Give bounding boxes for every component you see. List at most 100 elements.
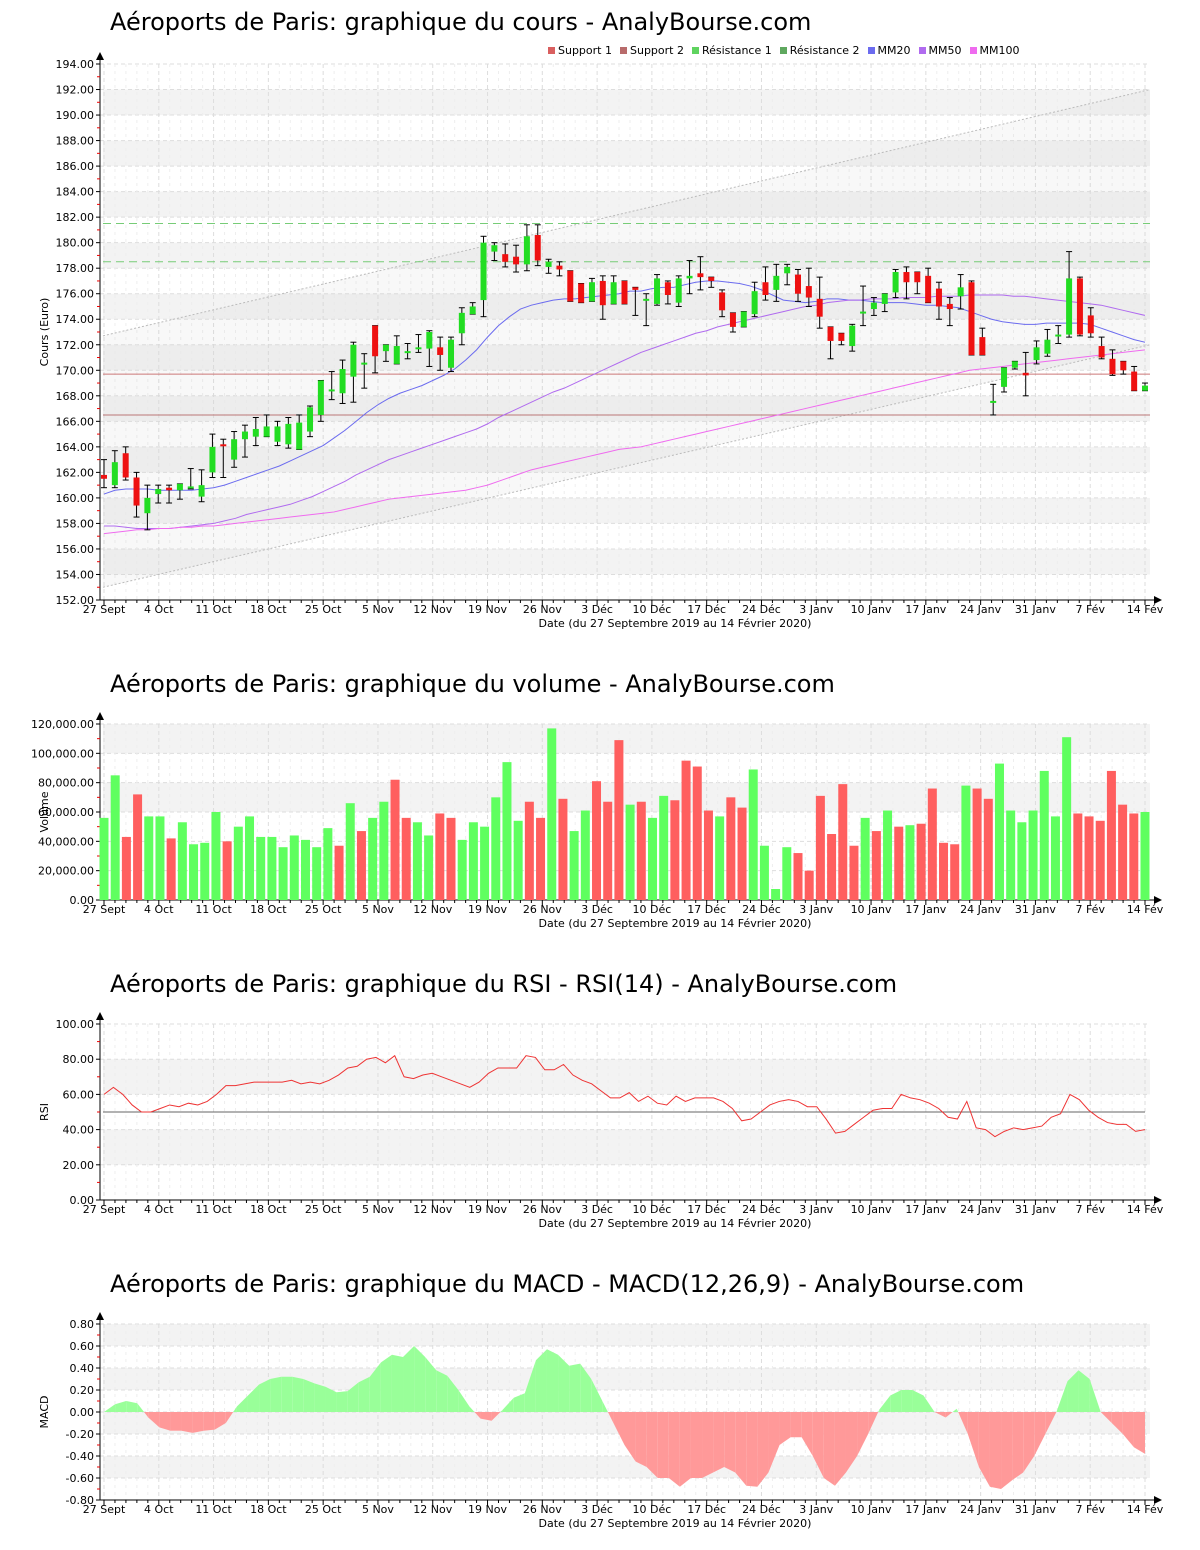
svg-text:194.00: 194.00: [56, 58, 95, 71]
svg-text:27 Sept: 27 Sept: [83, 1503, 126, 1516]
svg-text:5 Nov: 5 Nov: [362, 603, 394, 616]
svg-text:7 Fév: 7 Fév: [1075, 603, 1105, 616]
svg-text:18 Oct: 18 Oct: [250, 1203, 287, 1216]
svg-text:40.00: 40.00: [63, 1124, 95, 1137]
svg-text:24 Déc: 24 Déc: [742, 1503, 781, 1516]
svg-text:27 Sept: 27 Sept: [83, 1203, 126, 1216]
svg-text:25 Oct: 25 Oct: [305, 603, 342, 616]
svg-text:26 Nov: 26 Nov: [523, 903, 562, 916]
svg-text:Volume: Volume: [38, 791, 51, 832]
svg-text:31 Janv: 31 Janv: [1015, 1203, 1056, 1216]
svg-text:10 Janv: 10 Janv: [851, 603, 892, 616]
legend-label: MM50: [928, 44, 962, 57]
svg-text:164.00: 164.00: [56, 441, 95, 454]
svg-text:25 Oct: 25 Oct: [305, 903, 342, 916]
svg-text:170.00: 170.00: [56, 364, 95, 377]
svg-text:0.40: 0.40: [70, 1362, 95, 1375]
svg-text:24 Déc: 24 Déc: [742, 903, 781, 916]
svg-text:24 Janv: 24 Janv: [960, 1203, 1001, 1216]
svg-text:186.00: 186.00: [56, 160, 95, 173]
svg-text:25 Oct: 25 Oct: [305, 1203, 342, 1216]
svg-text:18 Oct: 18 Oct: [250, 903, 287, 916]
svg-text:RSI: RSI: [38, 1103, 51, 1121]
svg-text:5 Nov: 5 Nov: [362, 1503, 394, 1516]
svg-text:184.00: 184.00: [56, 186, 95, 199]
svg-text:0.00: 0.00: [70, 894, 95, 907]
svg-text:4 Oct: 4 Oct: [144, 603, 174, 616]
svg-text:3 Déc: 3 Déc: [581, 603, 613, 616]
svg-text:176.00: 176.00: [56, 288, 95, 301]
svg-text:20,000.00: 20,000.00: [38, 865, 94, 878]
legend-item: Résistance 1: [691, 44, 772, 57]
svg-text:10 Janv: 10 Janv: [851, 903, 892, 916]
svg-text:31 Janv: 31 Janv: [1015, 1503, 1056, 1516]
legend-label: Support 2: [629, 44, 684, 57]
svg-text:24 Janv: 24 Janv: [960, 1503, 1001, 1516]
svg-text:5 Nov: 5 Nov: [362, 1203, 394, 1216]
svg-text:80.00: 80.00: [63, 1053, 95, 1066]
svg-text:190.00: 190.00: [56, 109, 95, 122]
svg-text:3 Janv: 3 Janv: [799, 1503, 833, 1516]
svg-text:17 Déc: 17 Déc: [687, 1503, 726, 1516]
svg-text:14 Fév: 14 Fév: [1127, 903, 1164, 916]
macd-chart-title: Aéroports de Paris: graphique du MACD - …: [110, 1270, 1025, 1298]
svg-text:11 Oct: 11 Oct: [195, 1503, 232, 1516]
svg-text:4 Oct: 4 Oct: [144, 1503, 174, 1516]
legend-label: Résistance 1: [701, 44, 772, 57]
svg-text:24 Déc: 24 Déc: [742, 1203, 781, 1216]
svg-text:11 Oct: 11 Oct: [195, 1203, 232, 1216]
volume-chart: 0.00 20,000.00 40,000.00 60,000.00 80,000.00…: [31, 712, 1164, 930]
svg-text:19 Nov: 19 Nov: [468, 603, 507, 616]
svg-text:Date (du 27 Septembre 2019 au: Date (du 27 Septembre 2019 au 14 Février…: [539, 1217, 812, 1230]
svg-text:3 Janv: 3 Janv: [799, 603, 833, 616]
svg-text:10 Déc: 10 Déc: [633, 903, 672, 916]
svg-text:156.00: 156.00: [56, 543, 95, 556]
legend-item: Support 1: [548, 44, 612, 57]
svg-text:158.00: 158.00: [56, 517, 95, 530]
svg-text:100.00: 100.00: [56, 1018, 95, 1031]
svg-text:180.00: 180.00: [56, 237, 95, 250]
svg-text:60.00: 60.00: [63, 1088, 95, 1101]
svg-text:178.00: 178.00: [56, 262, 95, 275]
svg-text:10 Janv: 10 Janv: [851, 1503, 892, 1516]
legend-swatch: [918, 47, 926, 54]
svg-text:12 Nov: 12 Nov: [413, 903, 452, 916]
svg-text:-0.20: -0.20: [66, 1428, 94, 1441]
svg-text:100,000.00: 100,000.00: [31, 747, 94, 760]
legend-swatch: [619, 47, 627, 54]
svg-text:10 Déc: 10 Déc: [633, 603, 672, 616]
svg-text:26 Nov: 26 Nov: [523, 1203, 562, 1216]
svg-text:12 Nov: 12 Nov: [413, 603, 452, 616]
svg-text:Date (du 27 Septembre 2019 au: Date (du 27 Septembre 2019 au 14 Février…: [539, 1517, 812, 1530]
svg-text:0.00: 0.00: [70, 1194, 95, 1207]
svg-text:0.80: 0.80: [70, 1318, 95, 1331]
price-legend: Support 1 Support 2 Résistance 1 Résistance…: [548, 44, 1019, 57]
svg-text:25 Oct: 25 Oct: [305, 1503, 342, 1516]
legend-swatch: [867, 47, 875, 54]
svg-text:31 Janv: 31 Janv: [1015, 903, 1056, 916]
svg-text:10 Déc: 10 Déc: [633, 1203, 672, 1216]
rsi-chart: 0.00 20.00 40.00 60.00 80.00 100.00 27 Sept 4 O…: [38, 1012, 1164, 1230]
price-chart: 152.00 154.00 156.00 158.00 160.00 162.00 164.…: [38, 52, 1164, 630]
svg-text:10 Janv: 10 Janv: [851, 1203, 892, 1216]
legend-label: MM20: [877, 44, 911, 57]
legend-swatch: [548, 47, 555, 54]
svg-text:80,000.00: 80,000.00: [38, 777, 94, 790]
price-chart-title: Aéroports de Paris: graphique du cours -…: [110, 8, 812, 36]
svg-text:24 Janv: 24 Janv: [960, 903, 1001, 916]
svg-text:0.60: 0.60: [70, 1340, 95, 1353]
svg-text:192.00: 192.00: [56, 84, 95, 97]
legend-label: Support 1: [558, 44, 612, 57]
legend-label: Résistance 2: [789, 44, 860, 57]
svg-text:24 Déc: 24 Déc: [742, 603, 781, 616]
legend-swatch: [969, 47, 977, 54]
svg-text:3 Déc: 3 Déc: [581, 1503, 613, 1516]
svg-text:7 Fév: 7 Fév: [1075, 1203, 1105, 1216]
svg-text:Date (du 27 Septembre 2019 au: Date (du 27 Septembre 2019 au 14 Février…: [539, 617, 812, 630]
svg-text:40,000.00: 40,000.00: [38, 835, 94, 848]
svg-text:0.00: 0.00: [70, 1406, 95, 1419]
svg-text:7 Fév: 7 Fév: [1075, 1503, 1105, 1516]
svg-text:3 Déc: 3 Déc: [581, 1203, 613, 1216]
svg-text:17 Déc: 17 Déc: [687, 903, 726, 916]
svg-text:162.00: 162.00: [56, 466, 95, 479]
